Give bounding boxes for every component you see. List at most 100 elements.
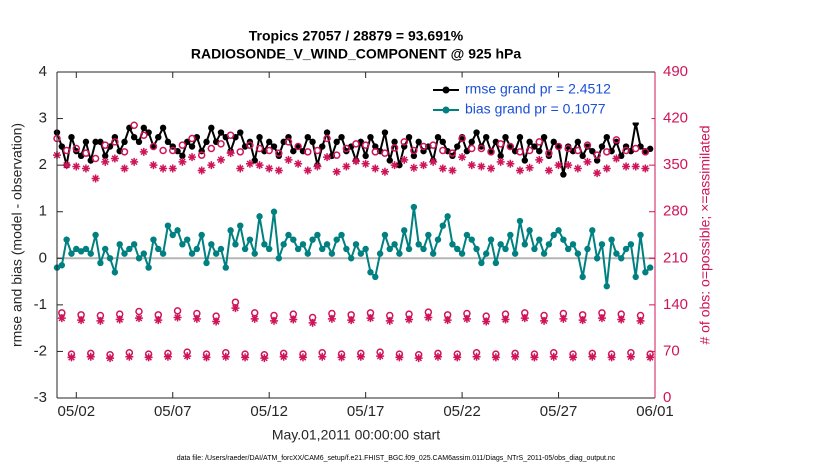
- y2-tick-label: 350: [663, 156, 688, 173]
- assimilated-marker: [192, 314, 201, 323]
- possible-marker: [188, 134, 196, 143]
- point: [560, 236, 567, 243]
- assimilated-marker: [318, 352, 327, 361]
- point: [232, 241, 239, 248]
- point: [304, 250, 311, 257]
- point: [58, 143, 66, 150]
- point: [540, 134, 548, 141]
- assimilated-marker: [540, 316, 549, 325]
- assimilated-marker: [106, 354, 115, 363]
- point: [217, 245, 225, 253]
- point: [275, 255, 283, 262]
- possible-marker: [390, 144, 399, 152]
- y2-axis-label: # of obs: o=possible; ×=assimilated: [697, 125, 713, 344]
- assimilated-marker: [110, 154, 119, 163]
- point: [415, 138, 422, 146]
- assimilated-marker: [207, 161, 216, 170]
- possible-marker: [554, 142, 563, 151]
- point: [362, 152, 369, 160]
- assimilated-marker: [323, 153, 332, 162]
- assimilated-marker: [62, 161, 71, 170]
- point: [179, 152, 186, 160]
- assimilated-marker: [231, 304, 240, 313]
- point: [270, 143, 278, 150]
- assimilated-marker: [554, 161, 563, 170]
- point: [150, 236, 157, 243]
- point: [386, 245, 393, 253]
- point: [516, 134, 524, 141]
- assimilated-marker: [86, 352, 95, 361]
- point: [246, 236, 254, 243]
- point: [251, 250, 258, 257]
- assimilated-marker: [559, 314, 568, 323]
- point: [381, 231, 389, 239]
- assimilated-marker: [530, 353, 539, 362]
- assimilated-marker: [173, 313, 182, 322]
- possible-marker: [371, 148, 380, 156]
- possible-marker: [574, 146, 582, 155]
- possible-marker: [583, 141, 592, 149]
- legend-box: [428, 77, 652, 123]
- y2-tick-label: 210: [663, 249, 688, 266]
- assimilated-marker: [414, 354, 423, 363]
- point: [381, 129, 389, 136]
- possible-marker: [410, 146, 418, 155]
- point: [188, 143, 196, 150]
- assimilated-marker: [626, 352, 635, 361]
- assimilated-marker: [284, 155, 293, 164]
- possible-marker: [361, 141, 370, 149]
- assimilated-marker: [641, 164, 650, 173]
- legend-label: rmse grand pr = 2.4512: [465, 81, 611, 97]
- point: [290, 236, 297, 243]
- y2-tick-label: 280: [663, 203, 688, 220]
- point: [410, 152, 418, 160]
- point: [391, 241, 398, 248]
- assimilated-marker: [578, 316, 587, 325]
- assimilated-marker: [525, 163, 534, 172]
- assimilated-marker: [617, 315, 626, 324]
- point: [642, 269, 649, 276]
- axes-frame: [56, 71, 655, 399]
- possible-marker: [178, 141, 187, 149]
- point: [434, 134, 442, 141]
- assimilated-marker: [622, 162, 631, 171]
- point: [323, 129, 331, 136]
- x-axis-label: May.01,2011 00:00:00 start: [272, 427, 440, 443]
- possible-marker: [352, 140, 360, 148]
- point: [622, 245, 630, 253]
- y-tick-label: 3: [39, 110, 47, 127]
- possible-marker: [130, 121, 138, 129]
- point: [492, 259, 500, 267]
- point: [357, 250, 365, 257]
- assimilated-marker: [511, 352, 520, 361]
- point: [613, 250, 620, 257]
- assimilated-marker: [462, 314, 471, 323]
- point: [193, 245, 201, 253]
- assimilated-marker: [159, 164, 168, 173]
- possible-marker: [294, 142, 302, 151]
- assimilated-marker: [593, 169, 602, 178]
- point: [333, 138, 340, 146]
- point: [463, 231, 471, 239]
- point: [526, 227, 533, 234]
- possible-marker: [304, 148, 312, 156]
- point: [280, 241, 287, 248]
- point: [511, 250, 519, 257]
- point: [401, 227, 408, 234]
- legend-swatch-marker: [442, 106, 450, 114]
- assimilated-marker: [477, 162, 486, 171]
- point: [574, 138, 582, 146]
- possible-marker: [429, 141, 437, 149]
- assimilated-marker: [564, 161, 573, 170]
- y-tick-label: 1: [39, 203, 47, 220]
- point: [598, 241, 606, 248]
- point: [237, 129, 244, 136]
- point: [92, 138, 99, 146]
- y-tick-label: 4: [39, 63, 47, 80]
- possible-marker: [477, 144, 486, 153]
- point: [150, 143, 157, 150]
- point: [169, 231, 176, 239]
- y2-tick-label: 140: [663, 296, 688, 313]
- point: [478, 143, 485, 150]
